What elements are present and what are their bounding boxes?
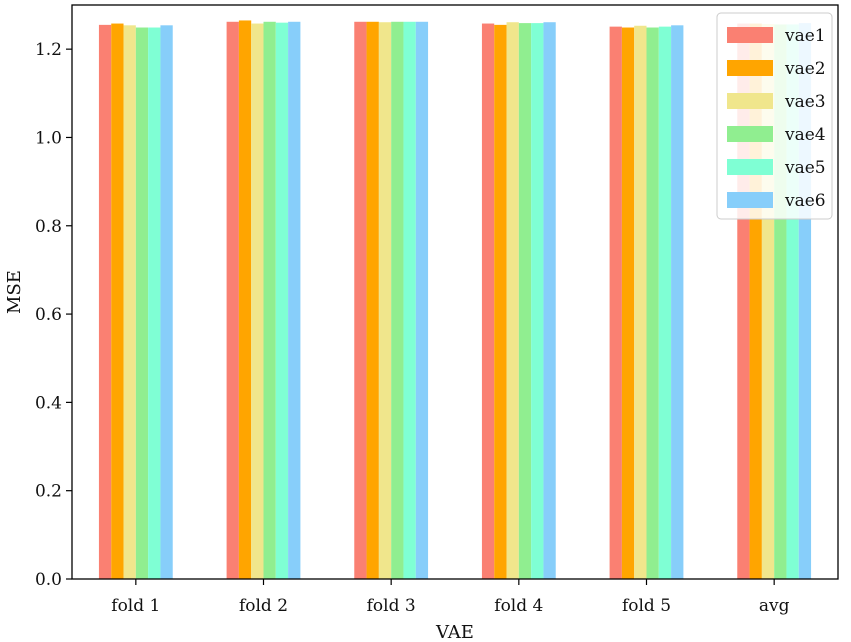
bar-vae1-0 <box>98 24 112 580</box>
bar-vae4-1 <box>263 21 276 580</box>
bar-vae2-0 <box>111 23 124 579</box>
x-tick-label: fold 5 <box>622 596 671 616</box>
bar-vae4-0 <box>135 27 149 580</box>
y-axis: 0.0 0.2 0.4 0.6 0.8 1.0 1.2 <box>35 40 72 590</box>
bar-vae5-0 <box>148 27 161 580</box>
x-tick-label: avg <box>759 596 790 616</box>
bar-vae3-4 <box>634 25 647 579</box>
legend: vae1 vae2 vae3 vae4 vae5 vae6 <box>716 12 833 220</box>
plot-frame <box>71 4 839 580</box>
y-tick-label: 0.6 <box>35 305 62 325</box>
y-tick-label: 1.2 <box>35 40 62 60</box>
x-tick-label: fold 3 <box>367 596 416 616</box>
bar-vae5-1 <box>275 22 289 579</box>
bar-vae3-1 <box>251 23 264 579</box>
bar-vae2-2 <box>366 21 379 580</box>
legend-swatch-vae4 <box>727 126 773 142</box>
bar-vae5-4 <box>658 26 672 580</box>
y-tick-label: 0.4 <box>35 393 62 413</box>
legend-swatch-vae5 <box>727 159 773 175</box>
bar-vae4-2 <box>391 21 404 580</box>
x-tick-label: fold 1 <box>111 596 160 616</box>
bar-vae2-4 <box>621 27 635 580</box>
legend-swatch-vae3 <box>727 93 773 109</box>
legend-label-vae1: vae1 <box>784 26 826 46</box>
bar-vae1-3 <box>481 23 495 579</box>
y-tick-label: 0.8 <box>35 217 62 237</box>
y-tick-label: 0.0 <box>35 570 62 590</box>
bar-vae3-3 <box>506 22 519 580</box>
x-axis-label: VAE <box>435 622 474 642</box>
legend-label-vae2: vae2 <box>784 59 826 79</box>
bar-vae2-3 <box>494 24 507 580</box>
bar-vae6-3 <box>543 22 556 580</box>
y-tick-label: 1.0 <box>35 128 62 148</box>
legend-swatch-vae6 <box>727 192 773 208</box>
bar-vae5-3 <box>531 23 544 579</box>
legend-label-vae6: vae6 <box>784 191 826 211</box>
bar-vae1-2 <box>354 21 367 580</box>
y-axis-label: MSE <box>4 270 25 314</box>
bar-vae4-3 <box>518 23 532 579</box>
x-tick-label: fold 4 <box>494 596 543 616</box>
x-tick-label: fold 2 <box>239 596 288 616</box>
y-tick-label: 0.2 <box>35 482 62 502</box>
legend-label-vae3: vae3 <box>784 92 826 112</box>
bar-vae1-1 <box>226 21 239 580</box>
bar-vae6-1 <box>288 21 301 580</box>
bar-vae6-0 <box>160 25 173 579</box>
bar-vae1-4 <box>609 26 622 580</box>
legend-label-vae5: vae5 <box>784 158 826 178</box>
bar-vae3-0 <box>123 25 136 579</box>
bar-vae6-2 <box>415 21 429 580</box>
bar-vae6-4 <box>671 25 684 579</box>
legend-label-vae4: vae4 <box>784 125 826 145</box>
legend-swatch-vae1 <box>727 27 773 43</box>
bar-vae5-2 <box>403 21 416 580</box>
x-axis: fold 1 fold 2 fold 3 fold 4 fold 5 avg <box>111 579 790 616</box>
legend-swatch-vae2 <box>727 60 773 76</box>
bar-vae4-4 <box>646 27 659 580</box>
bars-layer <box>98 20 812 580</box>
bar-vae2-1 <box>238 20 252 579</box>
bar-vae3-2 <box>378 22 392 580</box>
